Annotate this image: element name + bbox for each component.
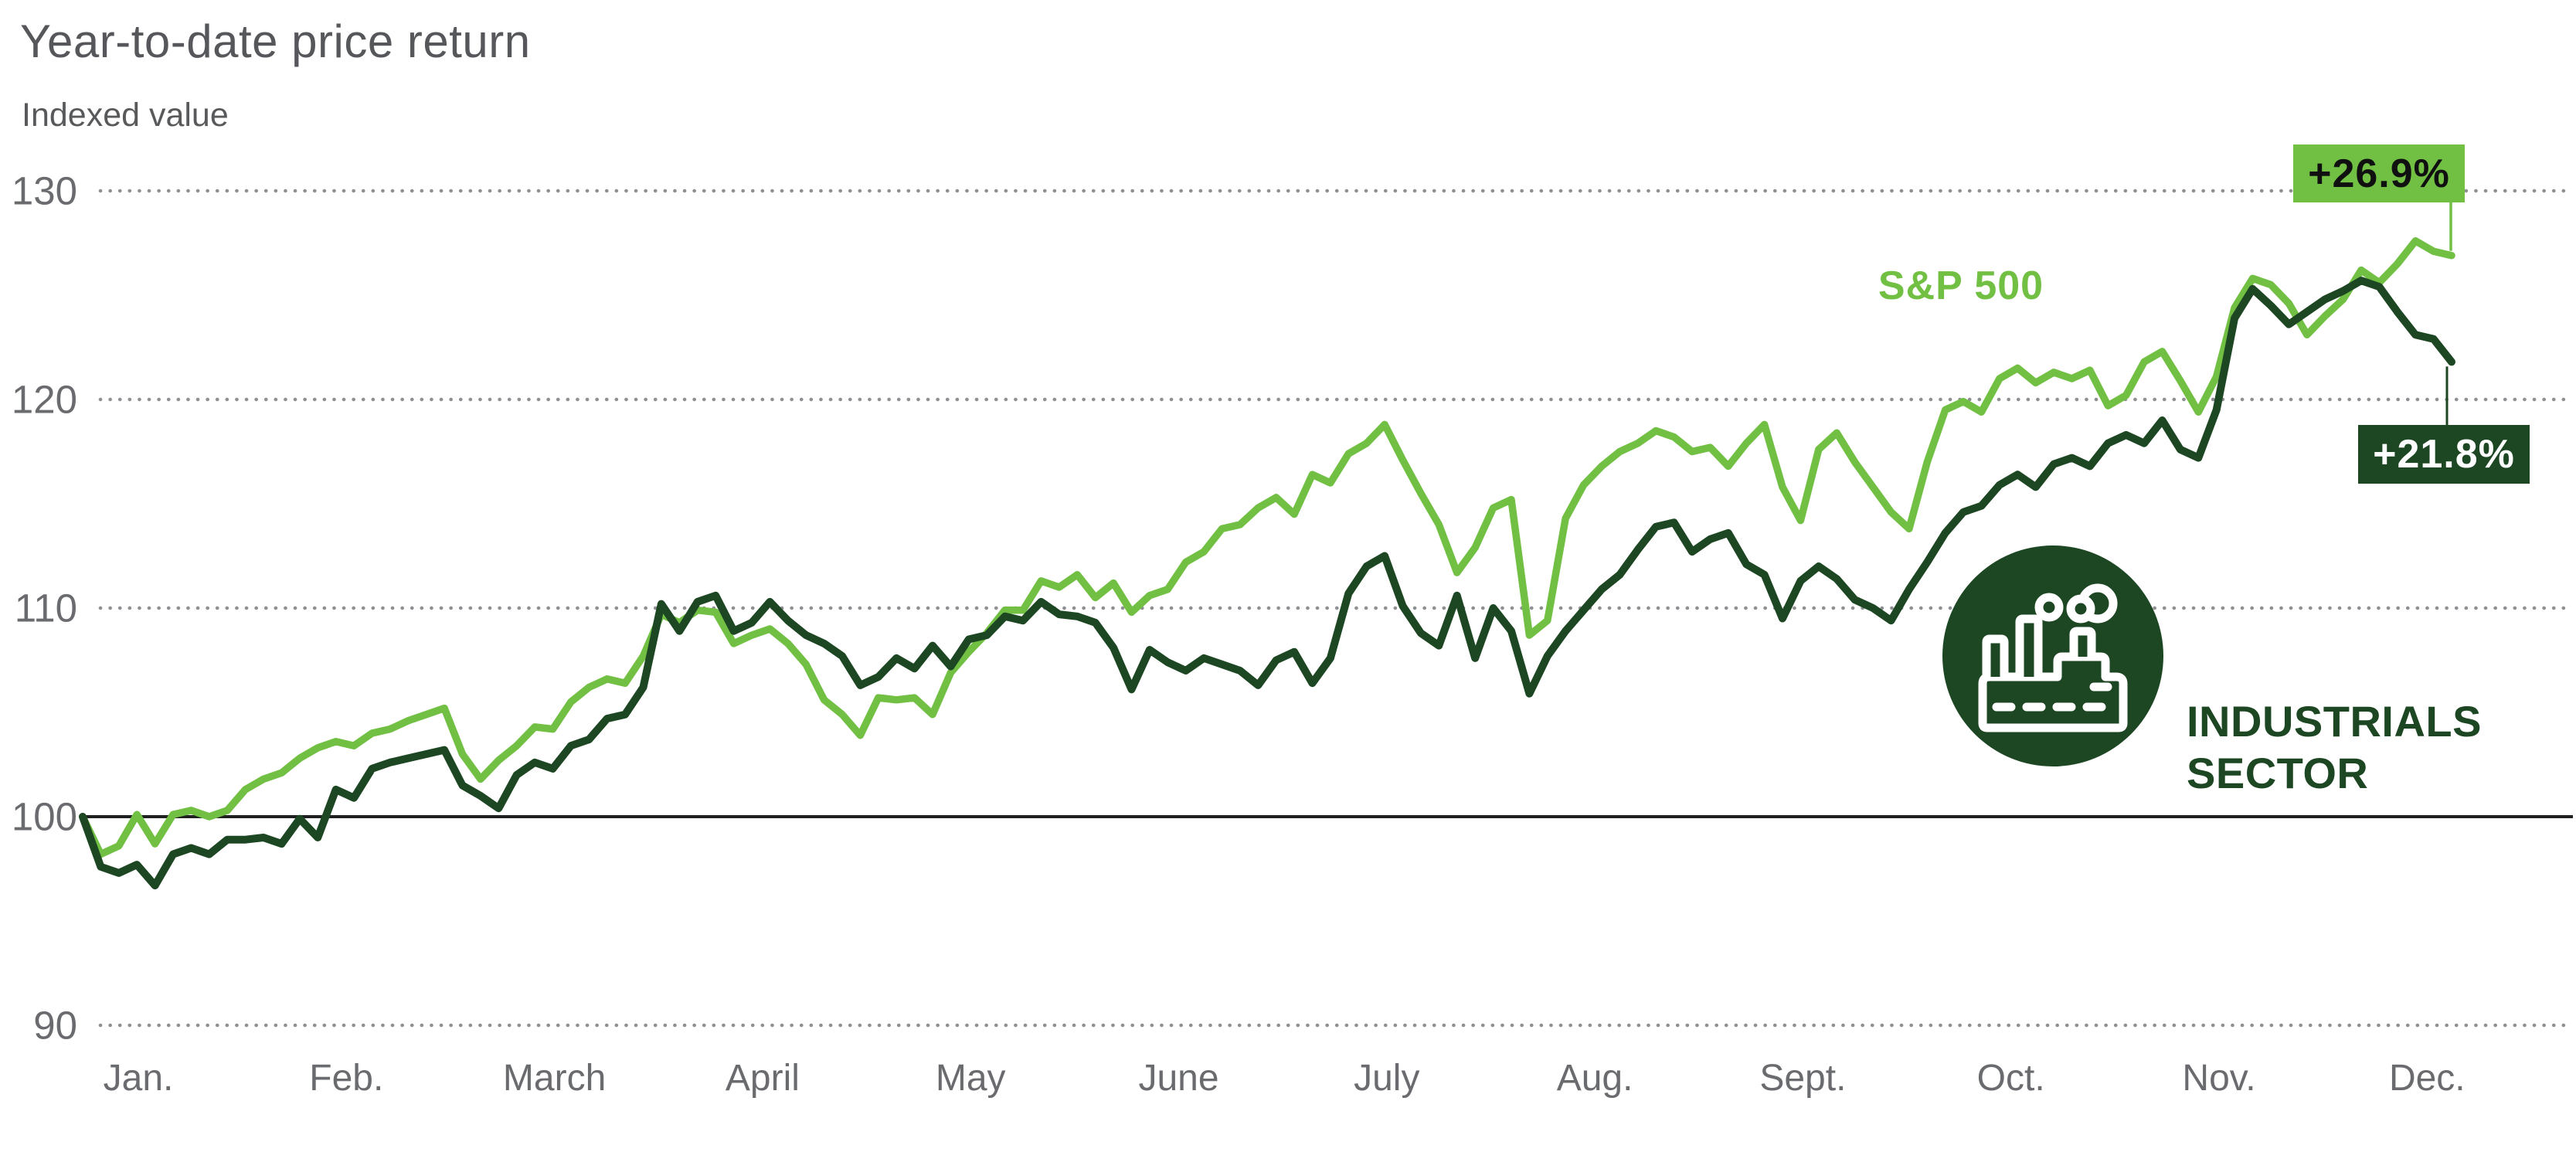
- y-axis-label-90: 90: [33, 1003, 77, 1048]
- y-axis-label-120: 120: [11, 377, 77, 422]
- sp500-series-label: S&P 500: [1878, 263, 2044, 308]
- industrials-sector-icon: [1941, 544, 2165, 768]
- x-axis-label-jan: Jan.: [103, 1058, 174, 1099]
- y-axis-label-130: 130: [11, 168, 77, 213]
- x-axis-label-oct: Oct.: [1976, 1058, 2045, 1099]
- y-axis-label-100: 100: [11, 794, 77, 839]
- y-axis-label-110: 110: [14, 586, 77, 630]
- x-axis-label-may: May: [935, 1058, 1006, 1099]
- x-axis-label-sept: Sept.: [1759, 1058, 1847, 1099]
- x-axis-label-june: June: [1138, 1058, 1219, 1099]
- sp500-return-badge: +26.9%: [2293, 144, 2465, 202]
- industrials-sector-label-line1: INDUSTRIALS: [2187, 697, 2482, 746]
- industrials-line: [79, 277, 2455, 890]
- industrials-return-badge: +21.8%: [2358, 425, 2530, 484]
- x-axis-label-july: July: [1354, 1058, 1420, 1099]
- x-axis-label-march: March: [502, 1058, 607, 1099]
- sp500-line: [79, 237, 2455, 858]
- icon-circle: [1942, 545, 2163, 766]
- chart-title: Year-to-date price return: [20, 15, 531, 67]
- chart-subtitle: Indexed value: [22, 97, 229, 134]
- x-axis-label-nov: Nov.: [2182, 1058, 2256, 1099]
- x-axis-label-dec: Dec.: [2388, 1058, 2466, 1099]
- x-axis-label-april: April: [725, 1058, 800, 1099]
- industrials-sector-label-line2: SECTOR: [2187, 749, 2369, 797]
- x-axis-label-aug: Aug.: [1556, 1058, 1633, 1099]
- factory-icon: [1978, 583, 2128, 732]
- x-axis-label-feb: Feb.: [309, 1058, 384, 1099]
- industrials-sector-label: INDUSTRIALS SECTOR: [2187, 695, 2482, 799]
